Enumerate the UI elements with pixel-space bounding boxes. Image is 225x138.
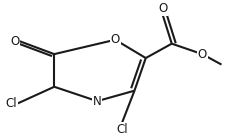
Text: Cl: Cl [5,97,17,110]
Text: N: N [92,95,101,108]
Text: O: O [10,34,19,48]
Text: O: O [158,2,166,15]
Text: O: O [110,33,119,46]
Text: Cl: Cl [116,123,127,136]
Text: O: O [197,48,206,61]
